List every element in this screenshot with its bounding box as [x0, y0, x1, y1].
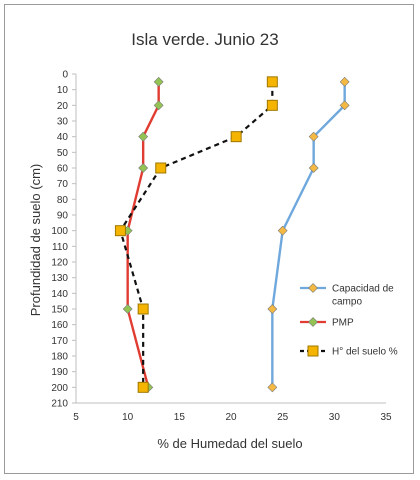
y-tick-label: 180 — [51, 352, 68, 363]
series-2 — [114, 76, 278, 393]
data-point — [308, 163, 319, 173]
data-point — [267, 382, 278, 393]
data-point — [339, 76, 350, 87]
data-point — [137, 303, 149, 315]
legend-label: PMP — [332, 318, 354, 329]
x-tick-label: 15 — [174, 412, 186, 423]
y-tick-label: 30 — [57, 117, 69, 128]
x-tick-label: 35 — [380, 412, 392, 423]
data-point — [137, 381, 149, 393]
y-tick-label: 160 — [51, 320, 68, 331]
x-tick-label: 5 — [73, 412, 79, 423]
data-point — [267, 304, 278, 314]
y-tick-label: 120 — [51, 258, 68, 269]
y-tick-label: 170 — [51, 336, 68, 347]
y-tick-label: 140 — [51, 289, 68, 300]
y-axis-label: Profundidad de suelo (cm) — [28, 164, 43, 316]
y-tick-label: 50 — [57, 148, 69, 159]
legend-item: Capacidad de campo — [300, 283, 394, 308]
legend-marker — [307, 345, 319, 357]
data-point — [138, 131, 149, 142]
legend-label: H° del suelo % — [332, 347, 398, 358]
y-tick-label: 150 — [51, 305, 68, 316]
series-line — [119, 81, 274, 388]
data-point — [153, 100, 164, 111]
chart-title: Isla verde. Junio 23 — [131, 30, 278, 49]
y-tick-label: 0 — [62, 70, 68, 81]
legend-marker — [308, 283, 318, 293]
data-point — [155, 162, 167, 174]
y-tick-label: 200 — [51, 383, 68, 394]
legend: Capacidad de campo PMP H° del suelo % — [300, 283, 398, 358]
y-tick-label: 60 — [57, 164, 69, 175]
data-point — [339, 100, 350, 111]
y-tick-label: 130 — [51, 273, 68, 284]
data-point — [230, 131, 242, 143]
data-point — [266, 99, 278, 111]
y-tick-label: 100 — [51, 226, 68, 237]
series-layer — [114, 76, 350, 393]
x-tick-label: 30 — [329, 412, 341, 423]
legend-item: PMP — [300, 317, 354, 329]
legend-item: H° del suelo % — [300, 345, 398, 358]
x-tick-label: 10 — [122, 412, 134, 423]
y-tick-label: 20 — [57, 101, 69, 112]
x-tick-label: 25 — [277, 412, 289, 423]
y-tick-label: 90 — [57, 211, 69, 222]
y-tick-label: 110 — [52, 242, 68, 253]
legend-label: Capacidad de campo — [332, 284, 394, 308]
x-tick-label: 20 — [225, 412, 237, 423]
series-0 — [267, 76, 350, 393]
data-point — [308, 131, 319, 142]
y-tick-label: 70 — [57, 179, 69, 190]
series-line — [126, 81, 160, 388]
data-point — [122, 304, 133, 314]
data-point — [138, 163, 149, 173]
data-point — [153, 76, 164, 87]
axes: 5 10 15 20 25 30 35 0 10 20 30 40 50 60 70 80 90 100 110 12… — [51, 70, 392, 424]
y-tick-label: 210 — [51, 399, 68, 410]
y-tick-label: 40 — [57, 132, 69, 143]
y-tick-label: 10 — [57, 85, 69, 96]
data-point — [266, 76, 278, 88]
y-tick-label: 80 — [57, 195, 69, 206]
x-axis-label: % de Humedad del suelo — [157, 436, 302, 451]
legend-marker — [308, 317, 318, 327]
y-tick-label: 190 — [51, 367, 68, 378]
data-point — [114, 225, 126, 237]
data-point — [277, 225, 288, 236]
